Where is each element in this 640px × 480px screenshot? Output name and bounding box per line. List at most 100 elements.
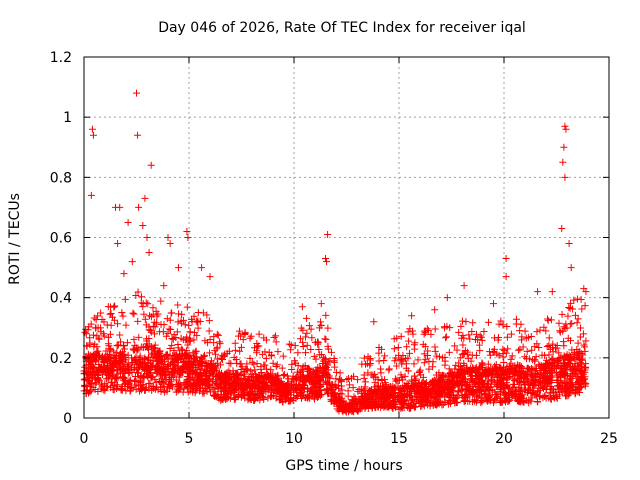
data-point — [301, 393, 309, 401]
data-point — [151, 323, 159, 331]
data-point — [242, 365, 250, 373]
data-point — [201, 337, 209, 345]
data-point — [543, 359, 551, 367]
data-point — [105, 372, 113, 380]
data-point — [302, 349, 310, 357]
data-point — [86, 339, 94, 347]
data-point — [531, 356, 539, 364]
data-point — [96, 377, 104, 385]
data-point — [161, 372, 169, 380]
data-point — [574, 379, 582, 387]
data-point — [198, 264, 206, 272]
data-point — [210, 333, 218, 341]
data-point — [541, 360, 549, 368]
data-point — [150, 347, 158, 355]
data-point — [490, 399, 498, 407]
data-point — [567, 379, 575, 387]
data-point — [564, 312, 572, 320]
data-point — [81, 382, 89, 390]
data-point — [534, 370, 542, 378]
data-point — [312, 387, 320, 395]
data-point — [92, 356, 100, 364]
data-point — [500, 358, 508, 366]
data-point — [143, 370, 151, 378]
data-point — [571, 360, 579, 368]
data-point — [184, 234, 192, 241]
data-point — [431, 347, 439, 355]
data-point — [81, 363, 89, 371]
data-point — [327, 386, 335, 394]
data-point — [162, 377, 170, 385]
data-point — [210, 339, 218, 347]
data-point — [443, 379, 451, 387]
data-point — [454, 388, 462, 396]
data-point — [546, 345, 554, 353]
y-tick-label: 1 — [63, 110, 72, 126]
data-point — [217, 385, 225, 393]
data-point — [559, 158, 567, 166]
data-point — [243, 366, 251, 374]
data-point — [147, 368, 155, 376]
data-point — [323, 370, 331, 378]
data-point — [487, 376, 495, 384]
data-point — [194, 373, 202, 381]
data-point — [121, 295, 129, 303]
data-point — [579, 330, 587, 338]
data-point — [335, 385, 343, 393]
data-point — [534, 398, 542, 406]
data-point — [180, 357, 188, 365]
data-point — [578, 356, 586, 364]
data-point — [209, 370, 217, 378]
data-point — [193, 385, 201, 393]
data-point — [255, 373, 263, 381]
data-point — [211, 350, 219, 358]
data-point — [484, 366, 492, 374]
data-point — [164, 234, 172, 241]
data-point — [538, 351, 546, 359]
data-point — [267, 352, 275, 360]
data-point — [172, 333, 180, 341]
data-point — [460, 334, 468, 342]
data-point — [322, 335, 330, 343]
data-point — [153, 312, 161, 320]
data-point — [531, 343, 539, 351]
data-point — [204, 374, 212, 382]
data-point — [468, 372, 476, 380]
data-point — [216, 338, 224, 346]
data-point — [388, 390, 396, 398]
data-point — [181, 321, 189, 329]
data-point — [193, 357, 201, 365]
data-point — [543, 382, 551, 390]
data-point — [245, 389, 253, 397]
data-point — [253, 343, 261, 351]
data-point — [298, 376, 306, 384]
data-point — [360, 354, 368, 362]
data-point — [573, 351, 581, 359]
data-point — [102, 347, 110, 355]
data-point — [86, 369, 94, 377]
data-point — [261, 381, 269, 389]
data-point — [130, 335, 138, 343]
ticks-layer: 0 5 10 15 20 25 0 0.2 0.4 0.6 0.8 1 1.2 — [50, 50, 618, 447]
data-point — [186, 336, 194, 344]
data-point — [141, 364, 149, 372]
data-point — [540, 323, 548, 331]
data-point — [174, 362, 182, 370]
data-point — [271, 372, 279, 380]
data-point — [563, 324, 571, 332]
data-point — [104, 340, 112, 348]
data-point — [527, 333, 535, 341]
data-point — [159, 363, 167, 371]
data-point — [379, 391, 387, 399]
data-point — [428, 381, 436, 389]
data-point — [81, 328, 89, 336]
data-point — [411, 372, 419, 380]
data-point — [270, 333, 278, 341]
data-point — [446, 397, 454, 405]
data-point — [128, 354, 136, 362]
data-point — [553, 394, 561, 402]
data-point — [100, 318, 108, 326]
data-point — [137, 293, 145, 301]
data-point — [307, 325, 315, 333]
